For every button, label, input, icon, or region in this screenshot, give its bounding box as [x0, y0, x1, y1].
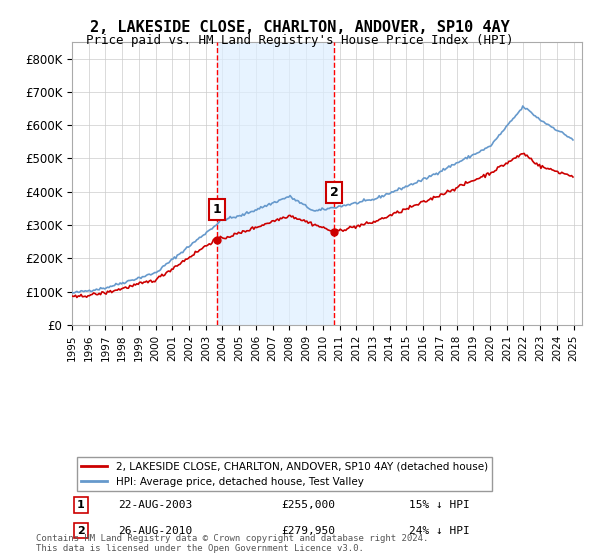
Text: £255,000: £255,000	[281, 500, 335, 510]
Point	[329, 227, 339, 236]
Text: Contains HM Land Registry data © Crown copyright and database right 2024.
This d: Contains HM Land Registry data © Crown c…	[36, 534, 428, 553]
Text: 2, LAKESIDE CLOSE, CHARLTON, ANDOVER, SP10 4AY: 2, LAKESIDE CLOSE, CHARLTON, ANDOVER, SP…	[90, 20, 510, 35]
Text: 2: 2	[329, 186, 338, 199]
Text: 1: 1	[212, 203, 221, 216]
Text: 22-AUG-2003: 22-AUG-2003	[118, 500, 192, 510]
Bar	[217, 42, 334, 325]
Text: Price paid vs. HM Land Registry's House Price Index (HPI): Price paid vs. HM Land Registry's House …	[86, 34, 514, 46]
Text: 24% ↓ HPI: 24% ↓ HPI	[409, 526, 469, 535]
Legend: 2, LAKESIDE CLOSE, CHARLTON, ANDOVER, SP10 4AY (detached house), HPI: Average pr: 2, LAKESIDE CLOSE, CHARLTON, ANDOVER, SP…	[77, 458, 492, 491]
Text: 2: 2	[77, 526, 85, 535]
Text: 15% ↓ HPI: 15% ↓ HPI	[409, 500, 469, 510]
Text: 26-AUG-2010: 26-AUG-2010	[118, 526, 192, 535]
Point	[212, 236, 222, 245]
Text: 1: 1	[77, 500, 85, 510]
Text: £279,950: £279,950	[281, 526, 335, 535]
